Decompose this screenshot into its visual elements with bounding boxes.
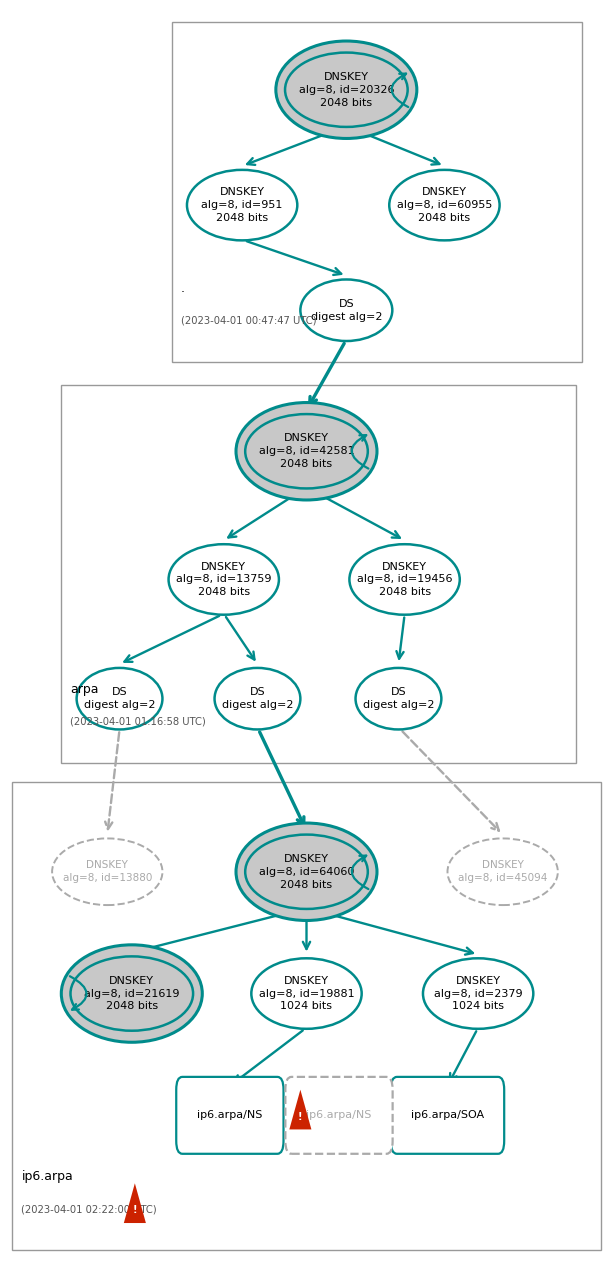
- Ellipse shape: [52, 838, 162, 905]
- Text: ip6.arpa/NS: ip6.arpa/NS: [197, 1110, 262, 1120]
- Text: DS
digest alg=2: DS digest alg=2: [363, 687, 434, 710]
- FancyBboxPatch shape: [286, 1077, 393, 1154]
- Ellipse shape: [423, 959, 533, 1028]
- Text: (2023-04-01 00:47:47 UTC): (2023-04-01 00:47:47 UTC): [181, 315, 316, 326]
- Text: DNSKEY
alg=8, id=60955
2048 bits: DNSKEY alg=8, id=60955 2048 bits: [397, 187, 492, 223]
- Ellipse shape: [215, 668, 300, 729]
- Text: DNSKEY
alg=8, id=20326
2048 bits: DNSKEY alg=8, id=20326 2048 bits: [299, 72, 394, 108]
- Ellipse shape: [447, 838, 558, 905]
- Text: DNSKEY
alg=8, id=13880: DNSKEY alg=8, id=13880: [63, 860, 152, 883]
- Ellipse shape: [349, 544, 460, 614]
- Text: !: !: [132, 1205, 137, 1215]
- Ellipse shape: [356, 668, 441, 729]
- Text: .: .: [181, 282, 185, 295]
- Text: DS
digest alg=2: DS digest alg=2: [311, 299, 382, 322]
- Text: DNSKEY
alg=8, id=951
2048 bits: DNSKEY alg=8, id=951 2048 bits: [202, 187, 283, 223]
- FancyBboxPatch shape: [177, 1077, 283, 1154]
- Ellipse shape: [276, 41, 417, 138]
- FancyBboxPatch shape: [61, 385, 576, 763]
- Ellipse shape: [61, 945, 202, 1042]
- Ellipse shape: [251, 959, 362, 1028]
- Text: DNSKEY
alg=8, id=21619
2048 bits: DNSKEY alg=8, id=21619 2048 bits: [84, 976, 180, 1011]
- Polygon shape: [289, 1090, 311, 1129]
- Text: (2023-04-01 02:22:00 UTC): (2023-04-01 02:22:00 UTC): [21, 1204, 157, 1214]
- Text: (2023-04-01 01:16:58 UTC): (2023-04-01 01:16:58 UTC): [70, 717, 206, 727]
- Ellipse shape: [285, 53, 408, 127]
- Text: !: !: [298, 1111, 303, 1122]
- Text: DNSKEY
alg=8, id=42581
2048 bits: DNSKEY alg=8, id=42581 2048 bits: [259, 433, 354, 469]
- Ellipse shape: [70, 956, 193, 1031]
- Ellipse shape: [245, 835, 368, 909]
- Text: DNSKEY
alg=8, id=19881
1024 bits: DNSKEY alg=8, id=19881 1024 bits: [259, 976, 354, 1011]
- Text: DNSKEY
alg=8, id=64060
2048 bits: DNSKEY alg=8, id=64060 2048 bits: [259, 854, 354, 890]
- Ellipse shape: [77, 668, 162, 729]
- Text: DNSKEY
alg=8, id=45094: DNSKEY alg=8, id=45094: [458, 860, 547, 883]
- Ellipse shape: [389, 169, 500, 241]
- Polygon shape: [124, 1183, 146, 1223]
- Ellipse shape: [236, 823, 377, 920]
- FancyBboxPatch shape: [391, 1077, 504, 1154]
- Ellipse shape: [169, 544, 279, 614]
- Text: ip6.arpa: ip6.arpa: [21, 1170, 73, 1183]
- Text: arpa: arpa: [70, 683, 99, 696]
- Text: DS
digest alg=2: DS digest alg=2: [84, 687, 155, 710]
- Text: DNSKEY
alg=8, id=13759
2048 bits: DNSKEY alg=8, id=13759 2048 bits: [176, 562, 272, 597]
- Ellipse shape: [245, 414, 368, 488]
- Text: ip6.arpa/NS: ip6.arpa/NS: [306, 1110, 371, 1120]
- Ellipse shape: [300, 279, 392, 341]
- Text: ip6.arpa/SOA: ip6.arpa/SOA: [411, 1110, 484, 1120]
- Ellipse shape: [187, 169, 297, 241]
- Text: DNSKEY
alg=8, id=2379
1024 bits: DNSKEY alg=8, id=2379 1024 bits: [434, 976, 522, 1011]
- FancyBboxPatch shape: [12, 782, 601, 1250]
- Text: DNSKEY
alg=8, id=19456
2048 bits: DNSKEY alg=8, id=19456 2048 bits: [357, 562, 452, 597]
- Text: DS
digest alg=2: DS digest alg=2: [222, 687, 293, 710]
- FancyBboxPatch shape: [172, 22, 582, 362]
- Ellipse shape: [236, 403, 377, 500]
